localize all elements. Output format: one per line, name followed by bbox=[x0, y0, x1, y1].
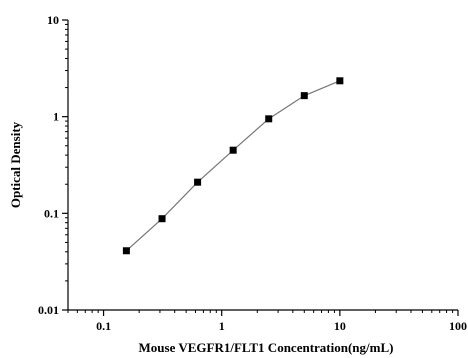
data-point bbox=[229, 146, 237, 154]
x-tick-label: 0.1 bbox=[96, 319, 111, 333]
y-axis-ticks: 0.01 0.1 1 10 bbox=[38, 13, 68, 317]
x-tick-label: 100 bbox=[449, 319, 467, 333]
y-tick-label: 0.1 bbox=[44, 206, 59, 220]
x-axis-ticks: 0.1 1 10 100 bbox=[67, 310, 467, 333]
data-point bbox=[122, 247, 130, 255]
series-line bbox=[125, 80, 341, 252]
y-tick-label: 1 bbox=[53, 110, 59, 124]
data-point bbox=[336, 77, 344, 85]
y-axis-title: Optical Density bbox=[8, 121, 23, 208]
data-point bbox=[194, 178, 202, 186]
data-point bbox=[300, 92, 308, 100]
data-point bbox=[265, 115, 273, 123]
data-point bbox=[158, 215, 166, 223]
y-tick-label: 0.01 bbox=[38, 303, 59, 317]
series-layer bbox=[122, 77, 344, 255]
x-axis-title: Mouse VEGFR1/FLT1 Concentration(ng/mL) bbox=[139, 340, 394, 355]
y-tick-label: 10 bbox=[47, 13, 59, 27]
plot-frame bbox=[67, 20, 458, 311]
x-tick-label: 1 bbox=[219, 319, 225, 333]
x-tick-label: 10 bbox=[334, 319, 346, 333]
